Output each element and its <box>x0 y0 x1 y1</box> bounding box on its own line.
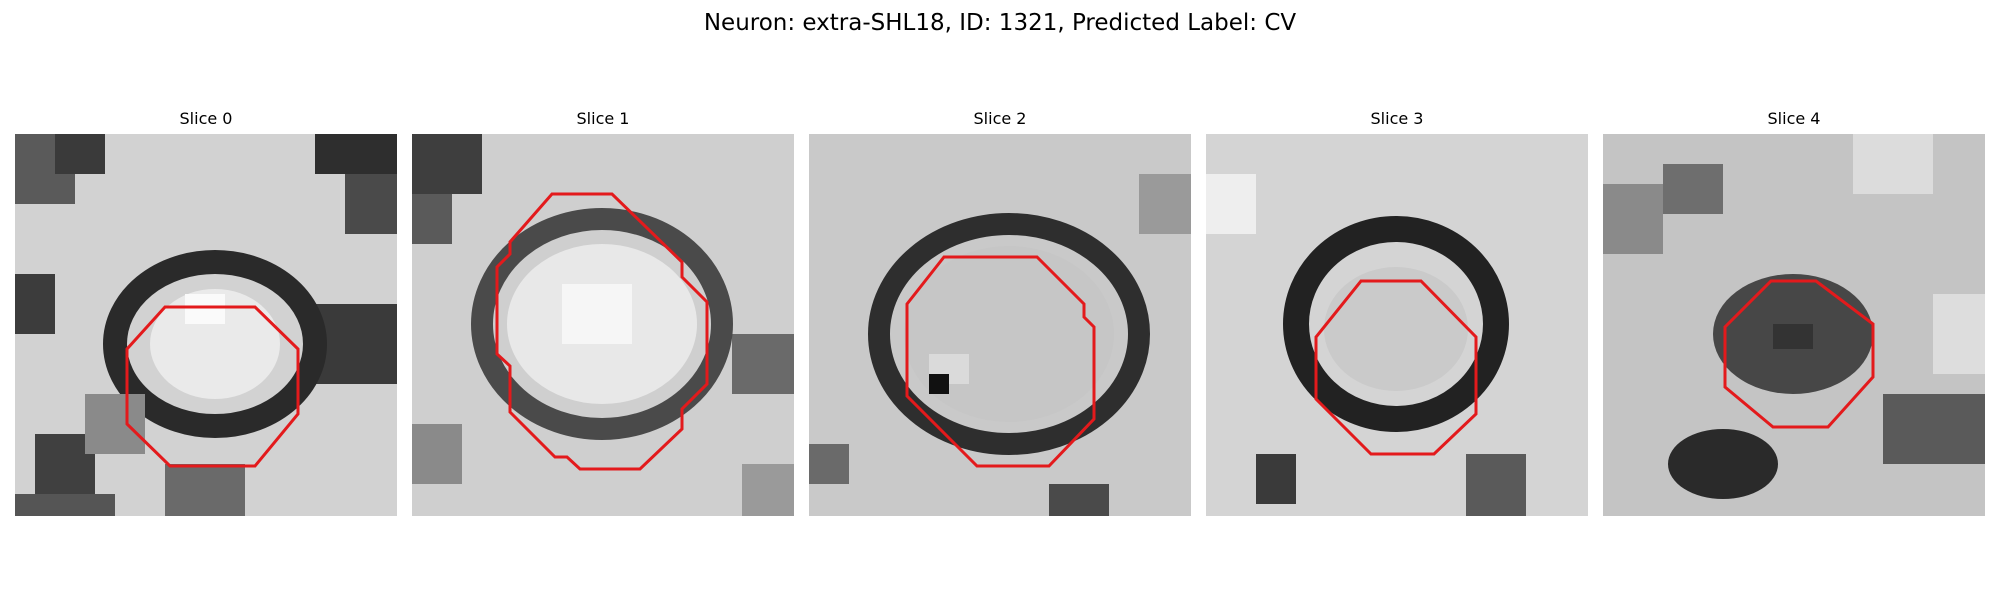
slice-0-contour <box>125 305 300 468</box>
slice-0-image <box>15 134 397 516</box>
figure-title: Neuron: extra-SHL18, ID: 1321, Predicted… <box>703 10 1297 36</box>
slice-4-image <box>1603 134 1985 516</box>
panel-slice-4 <box>1603 134 1985 516</box>
panel-title-slice-1: Slice 1 <box>576 109 630 128</box>
slice-4-contour <box>1723 279 1875 429</box>
slice-2-contour <box>905 255 1096 468</box>
slice-2-image <box>809 134 1191 516</box>
panel-slice-3 <box>1206 134 1588 516</box>
panel-slice-1 <box>412 134 794 516</box>
panel-title-slice-4: Slice 4 <box>1767 109 1821 128</box>
panel-slice-0 <box>15 134 397 516</box>
panel-slice-2 <box>809 134 1191 516</box>
panel-title-slice-0: Slice 0 <box>179 109 233 128</box>
slice-1-contour <box>495 192 709 471</box>
slice-3-contour <box>1314 279 1478 456</box>
slice-1-image <box>412 134 794 516</box>
panel-title-slice-2: Slice 2 <box>973 109 1027 128</box>
slice-3-image <box>1206 134 1588 516</box>
panel-title-slice-3: Slice 3 <box>1370 109 1424 128</box>
